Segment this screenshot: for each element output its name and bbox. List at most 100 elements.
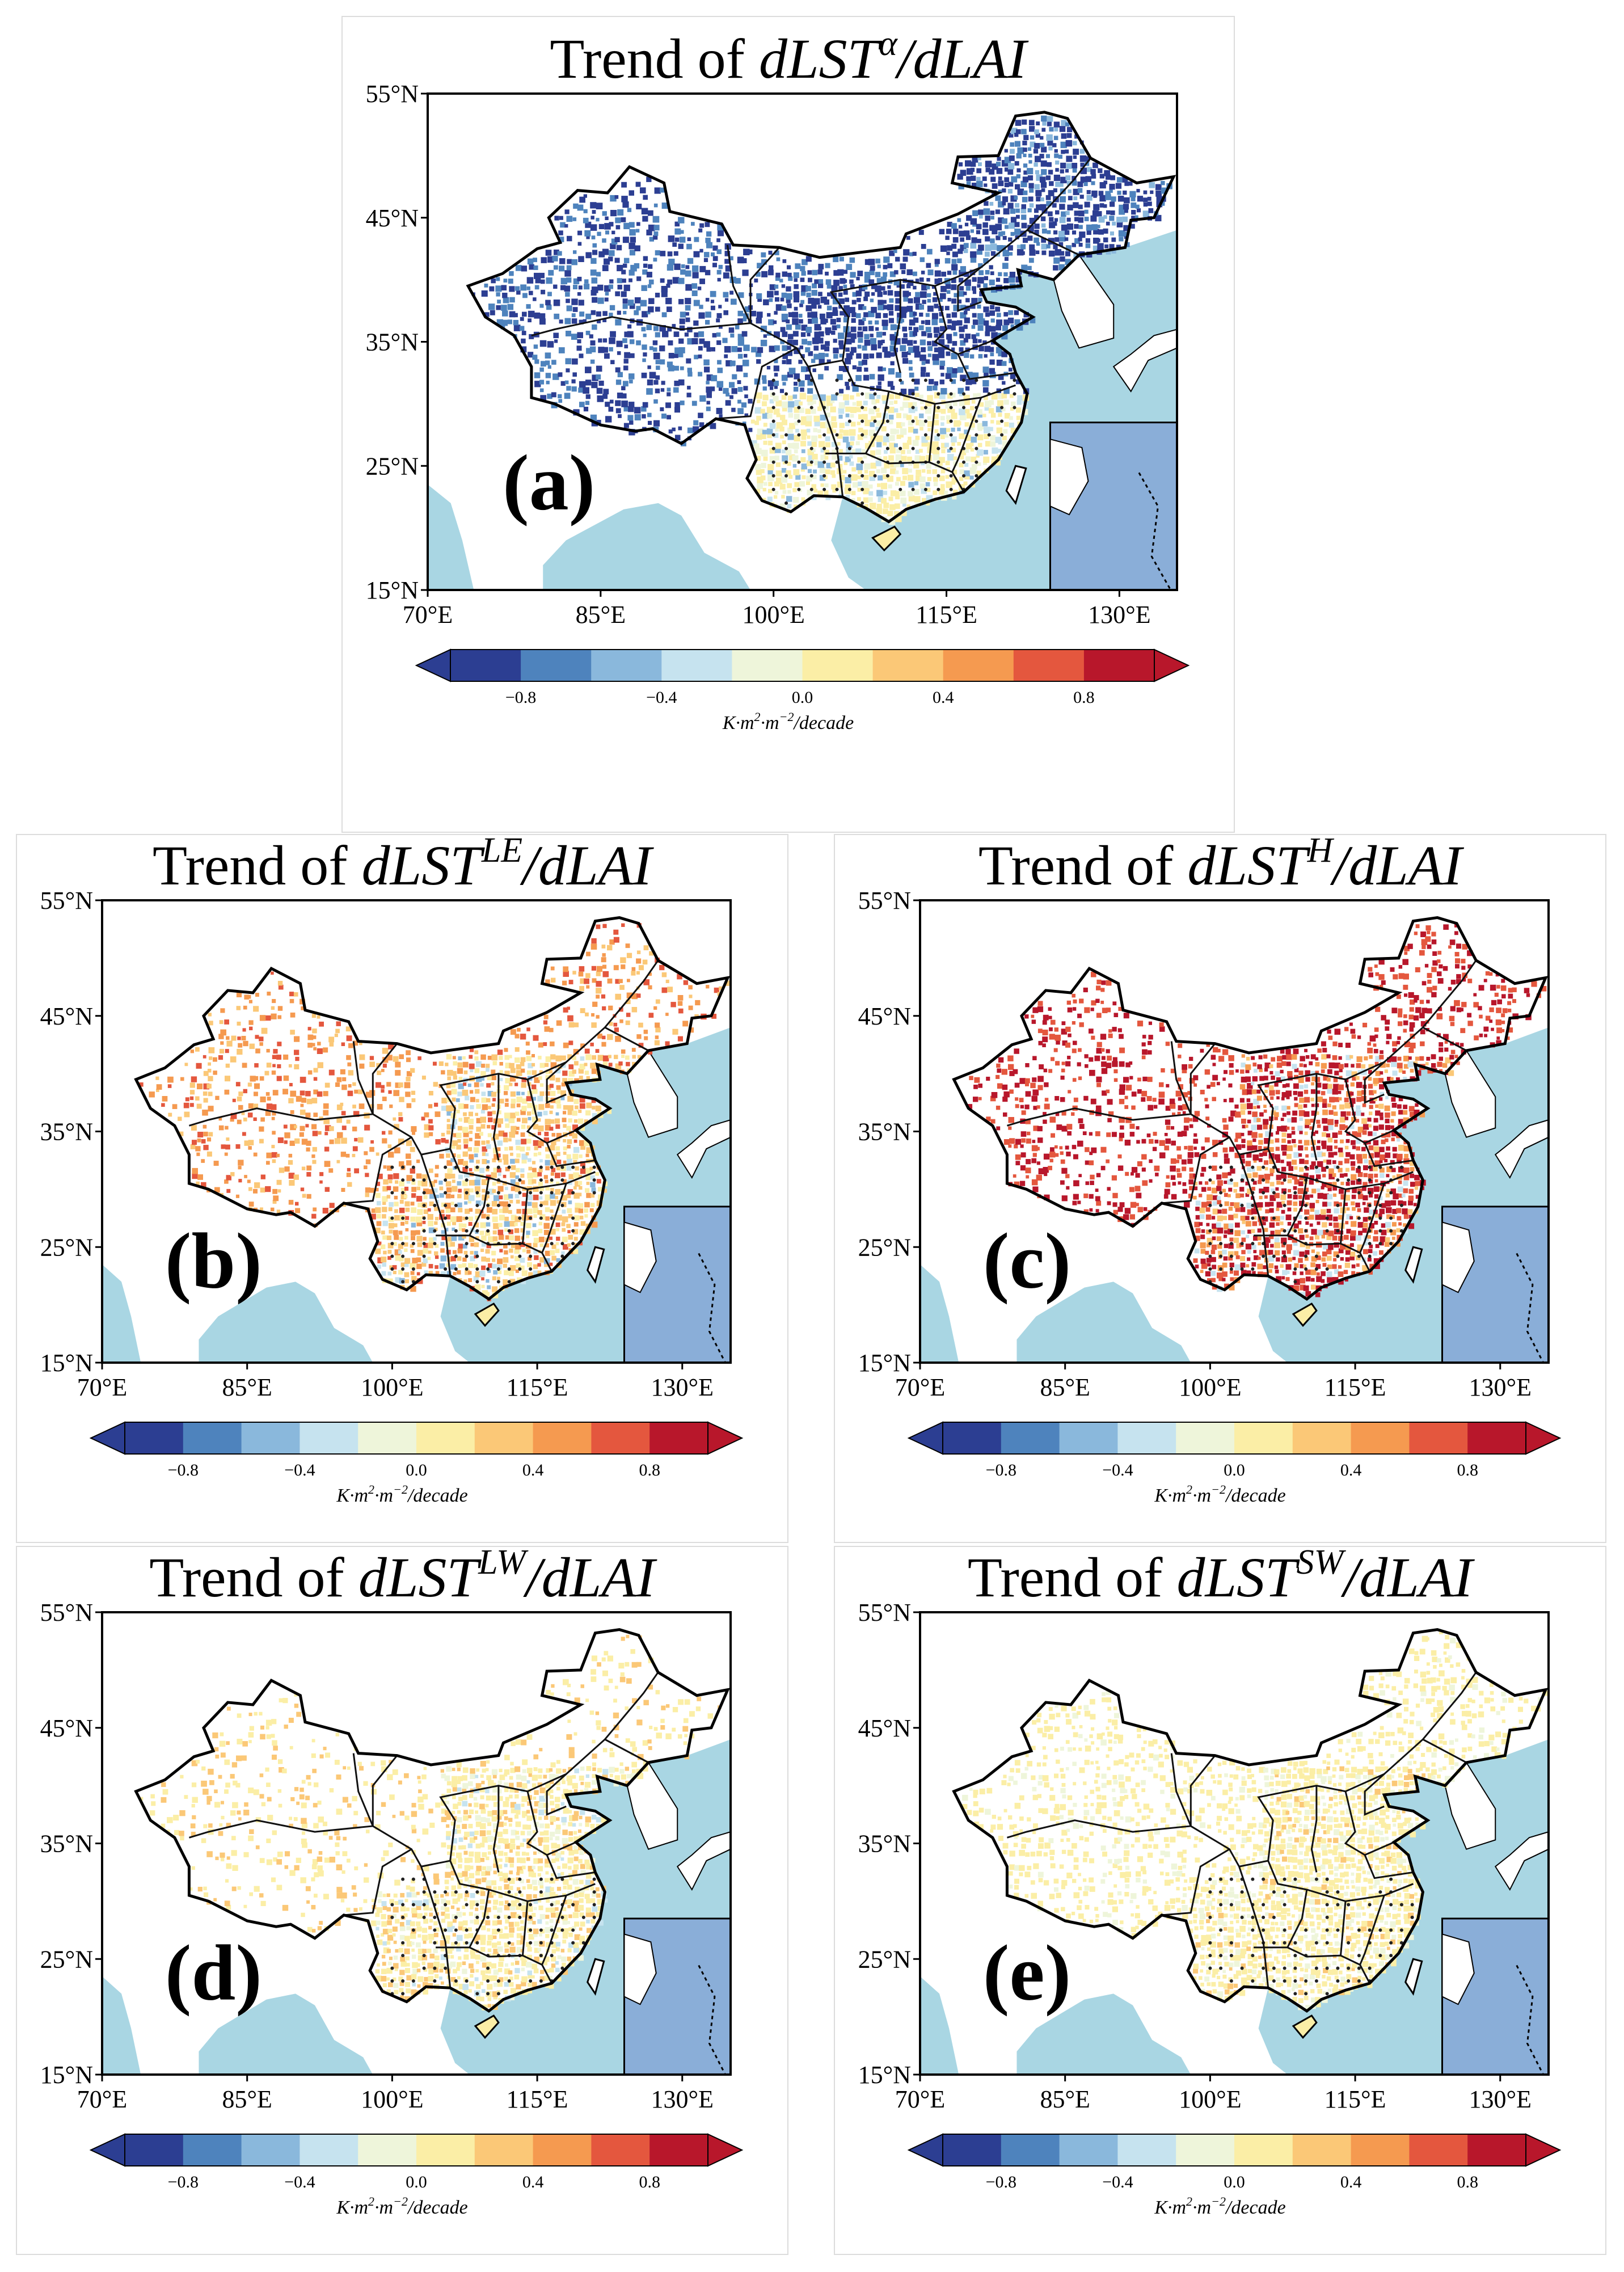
colorbar-swatch: [474, 2134, 534, 2166]
title-superscript: H: [1307, 835, 1335, 870]
lat-tick-label: 45°N: [40, 1002, 93, 1030]
colorbar-tick-label: 0.8: [639, 1461, 660, 1479]
title-denominator: /dLAI: [1340, 1547, 1475, 1609]
colorbar-swatch: [1467, 2134, 1526, 2166]
colorbar-swatch: [943, 2134, 1002, 2166]
title-denominator: /dLAI: [895, 27, 1029, 90]
title-var: dLST: [759, 27, 883, 90]
lon-tick-label: 100°E: [361, 1373, 423, 1401]
colorbar-swatch: [1001, 1422, 1060, 1454]
colorbar-swatch: [300, 1422, 358, 1454]
colorbar-swatch: [300, 2134, 358, 2166]
panel-title: Trend of dLSTH/dLAI: [978, 835, 1465, 897]
colorbar: −0.8 −0.4 0.0 0.4 0.8 K·m2·m−2/decade: [415, 648, 1190, 734]
arabian-sea: [428, 484, 474, 590]
lat-tick-label: 25°N: [858, 1945, 911, 1973]
colorbar-swatch: [732, 650, 803, 681]
colorbar-swatch: [1351, 2134, 1410, 2166]
colorbar-swatch: [183, 2134, 242, 2166]
colorbar-swatch: [358, 1422, 417, 1454]
colorbar-swatch: [802, 650, 874, 681]
arabian-sea: [920, 1976, 959, 2075]
colorbar-frame: [942, 1422, 1526, 1455]
map-svg: Trend of dLSTSW/dLAI 55°N 45°N 35°N 25°N 15°N…: [858, 1547, 1562, 2218]
lat-tick-label: 55°N: [858, 1599, 911, 1626]
colorbar-tick-label: −0.8: [986, 2173, 1016, 2191]
lon-tick-label: 100°E: [742, 601, 804, 629]
colorbar-swatch: [125, 1422, 184, 1454]
colorbar-tick-label: −0.8: [505, 688, 536, 707]
title-denominator: /dLAI: [1330, 835, 1464, 897]
lat-tick-label: 35°N: [40, 1830, 93, 1858]
title-denominator: /dLAI: [520, 835, 654, 897]
lat-tick-label: 45°N: [366, 204, 419, 232]
lat-tick-label: 35°N: [40, 1118, 93, 1146]
lon-tick-label: 100°E: [1179, 1373, 1241, 1401]
taiwan-island: [1404, 1958, 1423, 1996]
colorbar-swatch: [1351, 1422, 1410, 1454]
lon-tick-label: 100°E: [361, 2085, 423, 2113]
lat-tick-label: 45°N: [858, 1714, 911, 1742]
colorbar-swatch: [241, 2134, 300, 2166]
colorbar-swatch: [1013, 650, 1085, 681]
lon-tick-label: 130°E: [651, 1373, 714, 1401]
colorbar-tick-label: −0.4: [284, 1461, 315, 1479]
colorbar-unit: K·m2·m−2/decade: [336, 1482, 467, 1506]
colorbar-swatch: [416, 2134, 475, 2166]
province-borders: [188, 1672, 659, 1988]
panel-b-map: Trend of dLSTLE/dLAI 55°N 45°N 35°N 25°N 15°N…: [16, 834, 788, 1543]
lat-tick-label: 45°N: [40, 1714, 93, 1742]
colorbar: −0.8 −0.4 0.0 0.4 0.8 K·m2·m−2/decade: [89, 1421, 744, 1506]
colorbar-tick-label: 0.4: [1340, 1461, 1362, 1479]
colorbar-swatch: [1467, 1422, 1526, 1454]
panel-a-map: Trend of dLSTα/dLAI 55°N 45°N 35°N 25°N 15°N 7…: [341, 16, 1235, 833]
colorbar-swatch: [1059, 1422, 1118, 1454]
inset-dash-line: [1138, 472, 1172, 591]
colorbar-tick-label: −0.8: [986, 1461, 1016, 1479]
colorbar-min-arrow: [415, 648, 451, 682]
colorbar-frame: [942, 2134, 1526, 2166]
colorbar-max-arrow: [1154, 648, 1190, 682]
colorbar-tick-label: 0.4: [522, 1461, 544, 1479]
lon-tick-label: 70°E: [895, 1373, 945, 1401]
lon-tick-label: 70°E: [77, 1373, 127, 1401]
colorbar-tick-label: 0.8: [1457, 1461, 1478, 1479]
china-border: [134, 1628, 731, 2013]
hainan-island: [474, 2014, 500, 2039]
colorbar-tick-label: −0.8: [168, 2173, 199, 2191]
colorbar-swatch: [1176, 2134, 1235, 2166]
lat-tick-label: 25°N: [40, 1945, 93, 1973]
lon-tick-label: 130°E: [1469, 1373, 1532, 1401]
colorbar-swatch: [591, 2134, 650, 2166]
colorbar-unit: K·m2·m−2/decade: [336, 2194, 467, 2218]
colorbar: −0.8 −0.4 0.0 0.4 0.8 K·m2·m−2/decade: [89, 2133, 744, 2218]
panel-label: (d): [165, 1929, 262, 2017]
colorbar-swatch: [1083, 650, 1155, 681]
lat-tick-label: 35°N: [366, 328, 419, 356]
colorbar-max-arrow: [1525, 1421, 1562, 1455]
lat-tick-label: 15°N: [40, 1349, 93, 1377]
colorbar-tick-label: 0.0: [406, 1461, 427, 1479]
inset-land: [1441, 1933, 1475, 2005]
lat-tick-label: 55°N: [40, 887, 93, 914]
colorbar-tick-label: 0.0: [1224, 1461, 1245, 1479]
lat-tick-label: 15°N: [858, 2061, 911, 2089]
colorbar-max-arrow: [707, 1421, 744, 1455]
panel-label: (c): [983, 1217, 1071, 1305]
colorbar-swatch: [241, 1422, 300, 1454]
panel-label: (a): [503, 439, 595, 527]
colorbar-swatch: [1292, 1422, 1352, 1454]
taiwan-island: [1005, 465, 1027, 505]
lon-tick-label: 130°E: [1088, 601, 1150, 629]
lat-tick-label: 55°N: [40, 1599, 93, 1626]
colorbar-frame: [124, 1422, 708, 1455]
colorbar-unit: K·m2·m−2/decade: [722, 710, 854, 734]
colorbar-tick-label: 0.0: [1224, 2173, 1245, 2191]
colorbar-unit: K·m2·m−2/decade: [1154, 1482, 1285, 1506]
colorbar-swatch: [872, 650, 944, 681]
lat-tick-label: 55°N: [858, 887, 911, 914]
colorbar-tick-label: −0.4: [284, 2173, 315, 2191]
colorbar-swatch: [591, 1422, 650, 1454]
colorbar-swatch: [1234, 1422, 1293, 1454]
colorbar-min-arrow: [89, 2133, 125, 2167]
